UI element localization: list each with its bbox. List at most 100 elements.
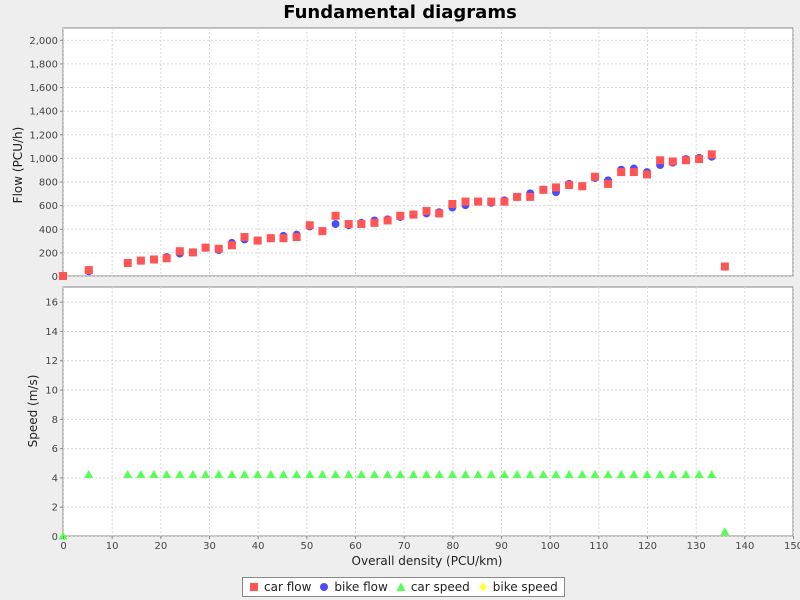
car-flow-point <box>643 170 651 179</box>
legend-item-bike-speed: bike speed <box>478 580 558 594</box>
x-tick-label: 150 <box>784 541 800 552</box>
flow-y-tick-label: 1,400 <box>29 107 58 118</box>
car-speed-point <box>486 469 496 478</box>
car-flow-point <box>59 272 67 280</box>
car-speed-point <box>525 469 535 478</box>
car-speed-point <box>499 469 509 478</box>
car-speed-point <box>175 469 185 478</box>
car-flow-point <box>448 199 457 208</box>
car-flow-point <box>695 155 704 164</box>
car-speed-point <box>383 469 393 478</box>
car-speed-point <box>668 469 678 478</box>
flow-y-tick-label: 200 <box>39 248 58 259</box>
diamond-marker-icon <box>478 582 488 592</box>
car-speed-point <box>551 469 561 478</box>
car-flow-point <box>629 168 638 177</box>
car-speed-point <box>577 469 587 478</box>
car-speed-point <box>564 469 574 478</box>
flow-y-axis-label: Flow (PCU/h) <box>11 127 25 204</box>
speed-y-tick-label: 0 <box>52 532 58 543</box>
car-speed-point <box>58 531 68 540</box>
x-axis-label: Overall density (PCU/km) <box>352 554 503 568</box>
x-tick-label: 120 <box>638 541 657 552</box>
car-flow-point <box>500 197 509 206</box>
car-flow-point <box>84 266 93 275</box>
speed-y-tick-label: 6 <box>52 444 58 455</box>
speed-y-tick-label: 2 <box>52 503 58 514</box>
car-speed-point <box>369 469 379 478</box>
car-speed-point <box>590 469 600 478</box>
legend-item-car-flow: car flow <box>249 580 311 594</box>
car-speed-point <box>460 469 470 478</box>
car-speed-point <box>292 469 302 478</box>
car-flow-point <box>253 236 262 245</box>
car-flow-point <box>292 233 301 242</box>
speed-y-axis-label: Speed (m/s) <box>26 375 40 448</box>
flow-y-tick-label: 1,800 <box>29 59 58 70</box>
car-speed-point <box>395 469 405 478</box>
car-speed-point <box>642 469 652 478</box>
car-flow-point <box>551 183 560 192</box>
car-flow-point <box>396 211 405 220</box>
car-flow-point <box>357 220 366 229</box>
car-speed-point <box>240 469 250 478</box>
speed-plot-area <box>62 286 794 537</box>
circle-marker-icon <box>320 583 329 591</box>
car-speed-point <box>253 469 263 478</box>
car-flow-point <box>720 262 729 271</box>
x-tick-label: 80 <box>446 541 459 552</box>
car-flow-point <box>150 255 159 264</box>
x-tick-label: 110 <box>589 541 608 552</box>
x-tick-label: 140 <box>735 541 754 552</box>
car-flow-point <box>656 156 665 165</box>
car-speed-point <box>331 469 341 478</box>
flow-y-tick-label: 1,000 <box>29 154 58 165</box>
car-speed-point <box>149 469 159 478</box>
car-flow-point <box>578 182 587 191</box>
flow-plot-area <box>62 27 794 277</box>
x-tick-label: 0 <box>60 541 66 552</box>
car-speed-point <box>305 469 315 478</box>
flow-y-tick-label: 600 <box>39 201 58 212</box>
legend-label: bike flow <box>334 580 388 594</box>
car-speed-point <box>707 469 717 478</box>
car-flow-point <box>590 172 599 181</box>
car-speed-point <box>616 469 626 478</box>
square-marker-icon <box>250 583 258 591</box>
car-flow-point <box>474 197 483 206</box>
car-speed-point <box>681 469 691 478</box>
car-flow-point <box>214 244 223 253</box>
car-flow-point <box>331 211 340 220</box>
car-flow-point <box>422 207 431 216</box>
car-flow-point <box>526 192 535 201</box>
car-flow-point <box>461 197 470 206</box>
car-speed-point <box>422 469 432 478</box>
car-flow-point <box>188 248 197 257</box>
car-speed-point <box>136 469 146 478</box>
car-flow-point <box>136 256 145 265</box>
car-flow-point <box>707 150 716 159</box>
car-flow-point <box>565 181 574 190</box>
car-speed-point <box>538 469 548 478</box>
car-flow-point <box>266 234 275 243</box>
car-flow-point <box>279 234 288 243</box>
speed-y-tick-label: 10 <box>45 386 58 397</box>
car-flow-point <box>123 259 132 268</box>
car-speed-point <box>473 469 483 478</box>
car-speed-point <box>344 469 354 478</box>
x-tick-label: 20 <box>154 541 167 552</box>
flow-y-tick-label: 1,200 <box>29 130 58 141</box>
car-speed-point <box>512 469 522 478</box>
x-tick-label: 130 <box>687 541 706 552</box>
car-speed-point <box>84 469 94 478</box>
car-flow-point <box>162 254 171 263</box>
car-speed-point <box>266 469 276 478</box>
flow-y-tick-label: 0 <box>52 272 58 283</box>
x-tick-label: 40 <box>252 541 265 552</box>
x-tick-label: 30 <box>203 541 216 552</box>
x-tick-label: 60 <box>349 541 362 552</box>
car-flow-point <box>370 218 379 227</box>
x-tick-label: 90 <box>495 541 508 552</box>
car-speed-point <box>317 469 327 478</box>
